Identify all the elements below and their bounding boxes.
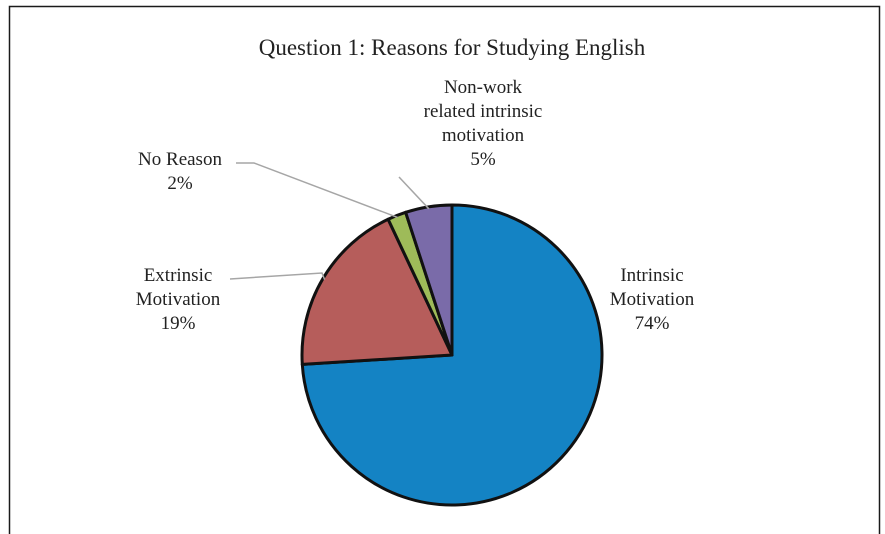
slice-label-line: Intrinsic [620, 265, 683, 286]
leader-lines [229, 162, 430, 280]
pie-slices [300, 203, 604, 507]
slice-label-no-reason: No Reason 2% [138, 149, 222, 194]
chart-title: Question 1: Reasons for Studying English [259, 35, 646, 60]
leader-line-non-work [398, 176, 430, 210]
pie-slice-non-work [404, 203, 454, 357]
slice-label-line: 19% [161, 313, 196, 334]
slice-label-intrinsic: Intrinsic Motivation 74% [610, 265, 695, 334]
slice-label-non-work: Non-work related intrinsic motivation 5% [424, 77, 543, 170]
slice-label-line: 2% [167, 173, 193, 194]
slice-label-line: Non-work [444, 77, 523, 98]
slice-labels: Intrinsic Motivation 74% Extrinsic Motivatio… [136, 77, 695, 334]
slice-label-line: motivation [442, 125, 525, 146]
slice-label-line: 74% [635, 313, 670, 334]
slice-label-line: Motivation [610, 289, 695, 310]
leader-line-no-reason [236, 162, 398, 219]
slice-label-line: No Reason [138, 149, 222, 170]
slice-label-extrinsic: Extrinsic Motivation 19% [136, 265, 221, 334]
slice-label-line: Motivation [136, 289, 221, 310]
leader-line-extrinsic [229, 272, 326, 280]
slice-label-line: related intrinsic [424, 101, 543, 122]
chart-border [8, 5, 881, 534]
pie-slice-extrinsic [300, 217, 454, 366]
slice-label-line: 5% [470, 149, 496, 170]
slice-label-line: Extrinsic [144, 265, 213, 286]
